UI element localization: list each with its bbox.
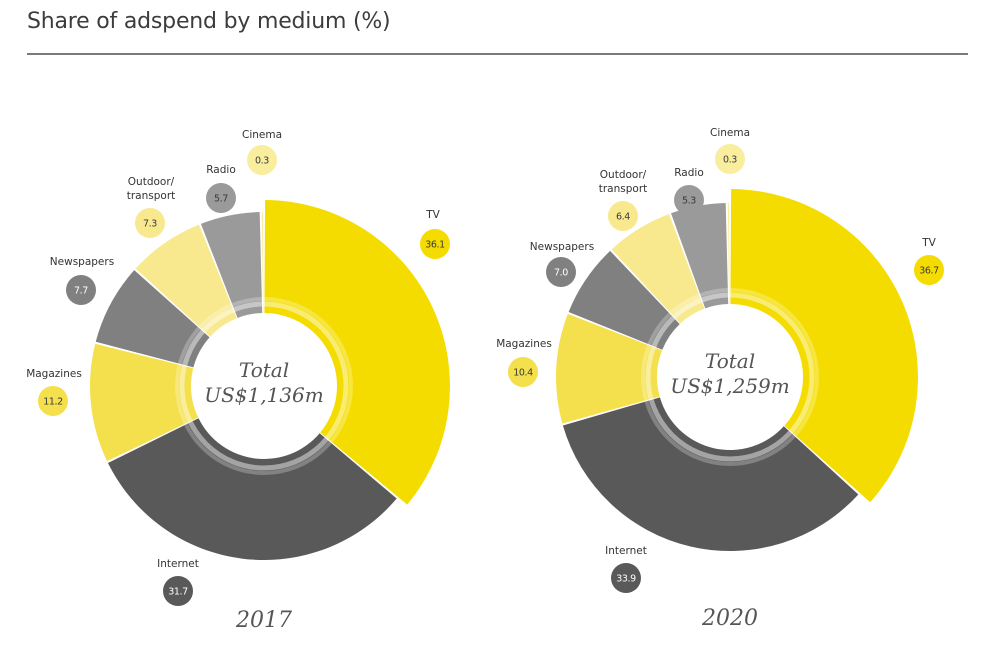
- category-label-outdoor-transport: Outdoor/: [128, 176, 175, 188]
- slice-newspapers-2020: [568, 250, 680, 350]
- slice-magazines-2020: [555, 313, 662, 424]
- slice-cinema-2017: [261, 212, 264, 314]
- donut-hole: [192, 314, 336, 458]
- value-bubble-magazines: [508, 357, 538, 387]
- slice-tv-2020: [730, 189, 918, 503]
- category-label-tv: TV: [425, 209, 440, 221]
- total-value: US$1,136m: [204, 383, 324, 407]
- value-bubble-internet: [163, 576, 193, 606]
- total-label: Total: [239, 358, 289, 382]
- value-label-newspapers: 7.0: [554, 268, 568, 279]
- total-value: US$1,259m: [670, 374, 790, 398]
- inner-ring-outer: [641, 288, 819, 466]
- slice-newspapers-2017: [95, 270, 210, 368]
- year-label: 2017: [235, 608, 292, 633]
- slice-radio-2020: [671, 203, 729, 309]
- slice-outdoor-transport-2017: [135, 224, 237, 337]
- value-label-cinema: 0.3: [723, 155, 737, 166]
- category-label-tv: TV: [921, 237, 936, 249]
- value-bubble-tv: [420, 229, 450, 259]
- value-bubble-radio: [674, 185, 704, 215]
- chart-title: Share of adspend by medium (%): [27, 9, 391, 34]
- category-label-magazines: Magazines: [496, 338, 552, 350]
- value-label-outdoor-transport: 6.4: [616, 212, 630, 223]
- value-bubble-newspapers: [66, 275, 96, 305]
- category-label-outdoor-transport: transport: [599, 183, 648, 195]
- value-bubble-radio: [206, 183, 236, 213]
- value-label-tv: 36.7: [919, 266, 939, 277]
- value-label-radio: 5.7: [214, 194, 228, 205]
- category-label-newspapers: Newspapers: [50, 256, 114, 268]
- category-label-outdoor-transport: transport: [127, 190, 176, 202]
- category-label-cinema: Cinema: [710, 127, 750, 139]
- total-label: Total: [705, 349, 755, 373]
- slice-cinema-2020: [727, 203, 730, 305]
- category-label-radio: Radio: [674, 167, 704, 179]
- value-label-tv: 36.1: [425, 240, 445, 251]
- value-bubble-tv: [914, 255, 944, 285]
- value-bubble-outdoor-transport: [135, 208, 165, 238]
- slice-internet-2020: [562, 397, 859, 551]
- category-label-magazines: Magazines: [26, 368, 82, 380]
- year-label: 2020: [701, 606, 758, 631]
- category-label-internet: Internet: [157, 558, 199, 570]
- title-divider: [27, 53, 968, 55]
- slice-magazines-2017: [89, 343, 199, 462]
- value-label-magazines: 10.4: [513, 368, 533, 379]
- donut-hole: [658, 305, 802, 449]
- value-label-internet: 31.7: [168, 587, 188, 598]
- slice-outdoor-transport-2020: [611, 214, 705, 324]
- value-bubble-outdoor-transport: [608, 201, 638, 231]
- slice-internet-2017: [107, 418, 397, 560]
- category-label-internet: Internet: [605, 545, 647, 557]
- value-bubble-cinema: [715, 144, 745, 174]
- value-label-radio: 5.3: [682, 196, 696, 207]
- value-bubble-cinema: [247, 145, 277, 175]
- value-bubble-magazines: [38, 386, 68, 416]
- category-label-cinema: Cinema: [242, 129, 282, 141]
- value-label-cinema: 0.3: [255, 156, 269, 167]
- value-label-newspapers: 7.7: [74, 286, 88, 297]
- category-label-outdoor-transport: Outdoor/: [600, 169, 647, 181]
- value-bubble-newspapers: [546, 257, 576, 287]
- category-label-radio: Radio: [206, 164, 236, 176]
- inner-ring-middle: [645, 292, 815, 462]
- value-label-magazines: 11.2: [43, 397, 63, 408]
- value-bubble-internet: [611, 563, 641, 593]
- slice-tv-2017: [264, 200, 450, 505]
- inner-ring-middle: [179, 301, 349, 471]
- value-label-outdoor-transport: 7.3: [143, 219, 157, 230]
- value-label-internet: 33.9: [616, 574, 636, 585]
- slice-radio-2017: [200, 212, 263, 318]
- category-label-newspapers: Newspapers: [530, 241, 594, 253]
- inner-ring-outer: [175, 297, 353, 475]
